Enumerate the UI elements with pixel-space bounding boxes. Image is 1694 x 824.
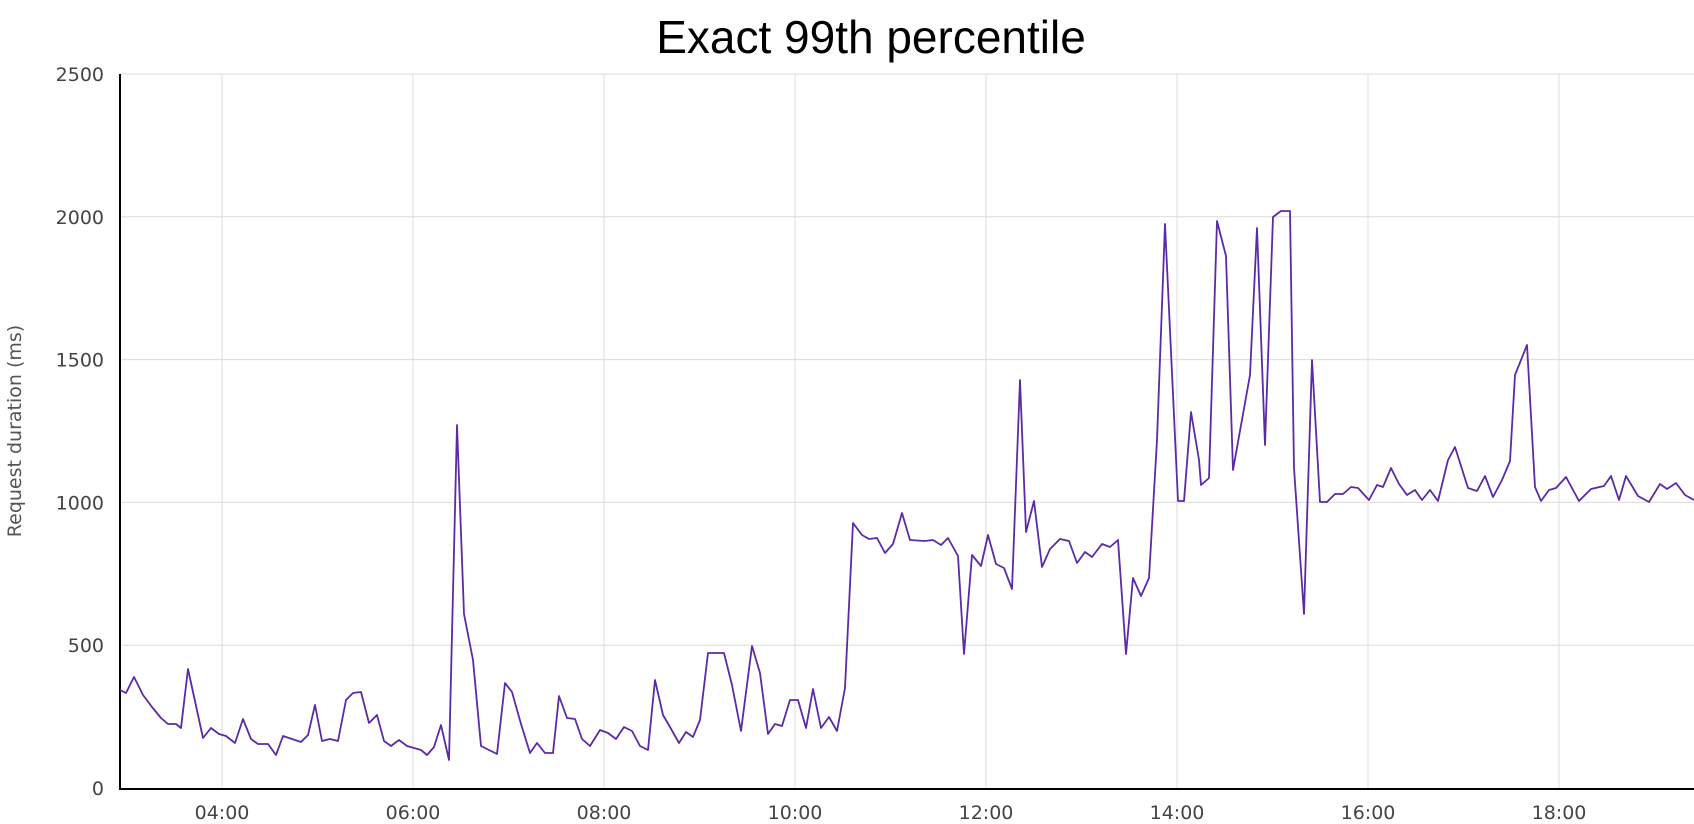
x-tick-label: 16:00 (1341, 802, 1396, 824)
grid-lines (120, 73, 1694, 788)
y-axis-ticks: 0 500 1000 1500 2000 2500 (56, 64, 104, 800)
y-tick-label: 2000 (56, 207, 104, 229)
x-tick-label: 18:00 (1532, 802, 1587, 824)
y-axis-label: Request duration (ms) (4, 325, 26, 537)
y-tick-label: 1000 (56, 492, 104, 514)
x-tick-label: 10:00 (768, 802, 823, 824)
y-tick-label: 2500 (56, 64, 104, 86)
x-axis-ticks: 04:00 06:00 08:00 10:00 12:00 14:00 16:00 18:00 (195, 802, 1587, 824)
y-tick-label: 500 (68, 635, 104, 657)
y-tick-label: 1500 (56, 350, 104, 372)
y-tick-label: 0 (92, 778, 104, 800)
x-tick-label: 14:00 (1150, 802, 1205, 824)
chart-title: Exact 99th percentile (656, 11, 1086, 63)
x-tick-label: 06:00 (386, 802, 441, 824)
x-tick-label: 04:00 (195, 802, 250, 824)
x-tick-label: 08:00 (577, 802, 632, 824)
series-line-p99 (119, 210, 1694, 761)
x-tick-label: 12:00 (959, 802, 1014, 824)
